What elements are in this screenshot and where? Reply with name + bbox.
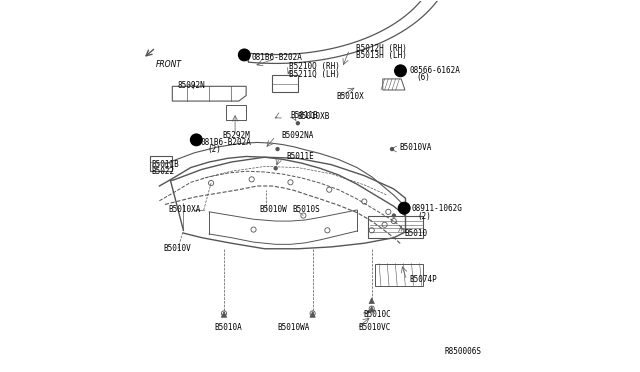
Text: 081B6-B202A: 081B6-B202A: [200, 138, 251, 147]
Circle shape: [274, 167, 277, 170]
Text: 85092N: 85092N: [178, 81, 205, 90]
Text: B5010A: B5010A: [215, 323, 243, 331]
Text: N: N: [401, 206, 407, 211]
Circle shape: [398, 202, 410, 214]
Text: B5010S: B5010S: [292, 205, 320, 214]
Text: B5210Q (RH): B5210Q (RH): [289, 62, 339, 71]
Polygon shape: [369, 298, 374, 304]
Text: B5074P: B5074P: [410, 275, 437, 283]
Text: B5010C: B5010C: [364, 310, 391, 319]
Circle shape: [239, 49, 250, 61]
Text: (2): (2): [207, 145, 221, 154]
Polygon shape: [221, 311, 227, 317]
Text: B: B: [194, 137, 199, 142]
Text: B5011B: B5011B: [151, 160, 179, 169]
Text: B5010WA: B5010WA: [278, 323, 310, 331]
Text: B5010XA: B5010XA: [168, 205, 200, 214]
Text: 08911-1062G: 08911-1062G: [412, 204, 463, 214]
Text: 081B6-B202A: 081B6-B202A: [252, 53, 303, 62]
Circle shape: [296, 122, 300, 125]
Text: B5022: B5022: [151, 167, 174, 176]
Text: 3: 3: [242, 52, 246, 57]
Text: B5092NA: B5092NA: [281, 131, 314, 140]
Text: B5010XB: B5010XB: [298, 112, 330, 121]
Text: 08566-6162A: 08566-6162A: [410, 66, 460, 75]
Text: B5010V: B5010V: [163, 244, 191, 253]
Polygon shape: [369, 307, 374, 312]
Text: R850006S: R850006S: [445, 347, 482, 356]
Text: B5211Q (LH): B5211Q (LH): [289, 70, 339, 78]
Text: B5011E: B5011E: [287, 152, 314, 161]
Text: B5292M: B5292M: [222, 131, 250, 140]
Text: B5010VA: B5010VA: [399, 144, 432, 153]
Text: B5013H (LH): B5013H (LH): [356, 51, 407, 60]
Text: B5010W: B5010W: [260, 205, 287, 214]
Circle shape: [395, 65, 406, 77]
Circle shape: [390, 148, 394, 151]
Text: (6): (6): [417, 73, 431, 82]
Text: FRONT: FRONT: [156, 60, 182, 69]
Text: S: S: [398, 68, 403, 73]
Circle shape: [392, 214, 396, 217]
Circle shape: [276, 148, 279, 151]
Text: B5010VC: B5010VC: [359, 323, 391, 331]
Text: B5012H (RH): B5012H (RH): [356, 44, 407, 53]
Text: B5010X: B5010X: [337, 92, 364, 101]
Polygon shape: [310, 311, 316, 317]
Circle shape: [191, 134, 202, 146]
Text: (2): (2): [418, 212, 432, 221]
Text: B5011B: B5011B: [291, 110, 318, 120]
Text: B5010: B5010: [404, 229, 428, 238]
